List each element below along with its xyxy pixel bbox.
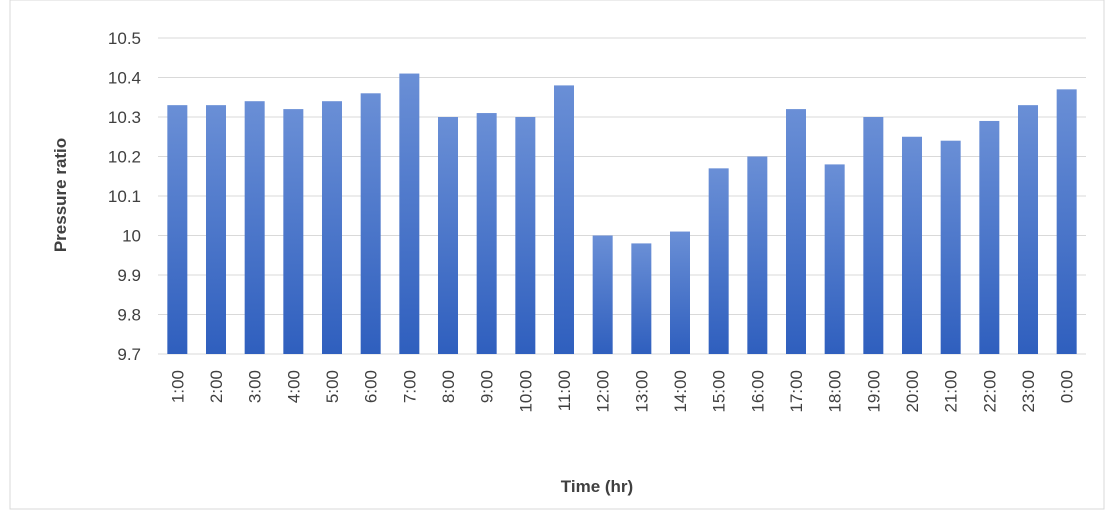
x-tick-label: 14:00: [671, 370, 690, 413]
x-tick-label: 0:00: [1058, 370, 1077, 403]
bar: [399, 73, 420, 355]
x-tick-label: 1:00: [168, 370, 187, 403]
bars: [167, 73, 1077, 355]
x-tick-label: 20:00: [903, 370, 922, 413]
y-tick-label: 9.9: [117, 266, 141, 285]
y-tick-label: 10.2: [108, 148, 141, 167]
bar: [747, 156, 768, 354]
x-tick-label: 16:00: [748, 370, 767, 413]
x-tick-label: 11:00: [555, 370, 574, 411]
chart-frame: [9, 0, 1105, 510]
bar: [360, 93, 381, 355]
x-tick-label: 15:00: [710, 370, 729, 413]
y-tick-label: 9.8: [117, 306, 141, 325]
x-axis-ticks: 1:00 2:00 3:00 4:00 5:00 6:00 7:00 8:00 9:00 10:0…: [168, 370, 1076, 413]
bar: [979, 120, 1000, 354]
bar: [1018, 105, 1038, 355]
x-tick-label: 22:00: [980, 370, 999, 413]
y-tick-label: 10: [122, 227, 141, 246]
x-tick-label: 13:00: [632, 370, 651, 413]
bar: [902, 136, 922, 354]
bar: [322, 101, 342, 354]
x-tick-label: 8:00: [439, 370, 458, 403]
y-tick-label: 10.3: [108, 108, 141, 127]
x-tick-label: 6:00: [362, 370, 381, 403]
bar: [438, 117, 458, 354]
bar: [670, 231, 690, 354]
x-tick-label: 21:00: [942, 370, 961, 413]
y-tick-label: 9.7: [117, 345, 141, 364]
bar: [1056, 89, 1077, 354]
bar: [863, 117, 884, 354]
bar: [476, 113, 497, 354]
gridlines: [158, 37, 1086, 355]
bar: [824, 164, 845, 354]
bar: [786, 109, 806, 354]
x-axis-title: Time (hr): [561, 477, 633, 496]
x-tick-label: 10:00: [516, 370, 535, 413]
bar: [167, 105, 188, 355]
x-tick-label: 17:00: [787, 370, 806, 413]
x-tick-label: 18:00: [826, 370, 845, 413]
y-tick-label: 10.4: [108, 69, 141, 88]
y-tick-label: 10.1: [108, 187, 141, 206]
bar: [940, 140, 961, 354]
x-tick-label: 23:00: [1019, 370, 1038, 413]
x-tick-label: 9:00: [478, 370, 497, 403]
x-tick-label: 2:00: [207, 370, 226, 403]
bar: [515, 117, 536, 354]
x-tick-label: 19:00: [864, 370, 883, 413]
bar: [554, 85, 574, 355]
x-tick-label: 3:00: [246, 370, 265, 403]
bar: [631, 243, 652, 354]
bar: [206, 105, 226, 355]
bar: [283, 109, 304, 354]
y-axis-ticks: 9.7 9.8 9.9 10 10.1 10.2 10.3 10.4 10.5: [108, 29, 141, 364]
y-axis-title: Pressure ratio: [51, 138, 70, 252]
bar: [708, 168, 729, 354]
x-tick-label: 12:00: [594, 370, 613, 413]
y-tick-label: 10.5: [108, 29, 141, 48]
x-tick-label: 5:00: [323, 370, 342, 403]
x-tick-label: 4:00: [284, 370, 303, 403]
x-tick-label: 7:00: [400, 370, 419, 403]
bar: [592, 235, 613, 354]
bar: [244, 101, 265, 354]
